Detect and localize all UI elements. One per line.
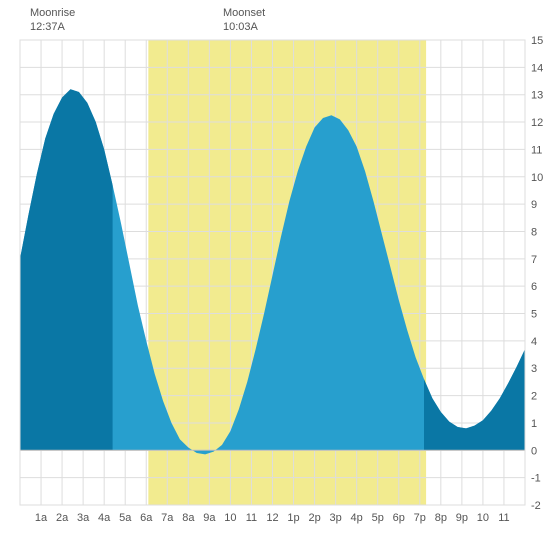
x-tick-label: 12	[266, 512, 278, 524]
moonrise-legend: Moonrise 12:37A	[30, 6, 75, 35]
x-tick-label: 9a	[203, 512, 216, 524]
y-tick-label: 12	[531, 117, 543, 129]
y-tick-label: 8	[531, 226, 537, 238]
y-tick-label: 13	[531, 90, 543, 102]
x-tick-label: 11	[246, 512, 257, 524]
x-tick-label: 1p	[287, 512, 299, 524]
x-tick-label: 2a	[56, 512, 69, 524]
y-tick-label: 3	[531, 363, 537, 375]
y-tick-label: 10	[531, 172, 543, 184]
x-tick-label: 11	[498, 512, 509, 524]
x-tick-label: 5p	[372, 512, 384, 524]
tide-chart: Moonrise 12:37A Moonset 10:03A -2-101234…	[0, 0, 550, 550]
y-tick-label: -2	[531, 500, 541, 512]
y-tick-label: 14	[531, 62, 543, 74]
y-tick-label: 1	[531, 418, 537, 430]
x-tick-label: 6p	[393, 512, 405, 524]
y-tick-label: 15	[531, 35, 543, 47]
x-tick-label: 2p	[308, 512, 320, 524]
chart-svg: -2-101234567891011121314151a2a3a4a5a6a7a…	[0, 0, 550, 550]
x-tick-label: 8p	[435, 512, 447, 524]
moonset-time: 10:03A	[223, 20, 265, 34]
x-tick-label: 6a	[140, 512, 153, 524]
moonrise-title: Moonrise	[30, 6, 75, 20]
y-tick-label: 6	[531, 281, 537, 293]
y-tick-label: 0	[531, 445, 537, 457]
x-tick-label: 10	[224, 512, 236, 524]
y-tick-label: 5	[531, 309, 537, 321]
x-tick-label: 1a	[35, 512, 48, 524]
x-tick-label: 7p	[414, 512, 426, 524]
x-tick-label: 10	[477, 512, 489, 524]
x-tick-label: 3a	[77, 512, 90, 524]
y-tick-label: 11	[531, 144, 542, 156]
x-tick-label: 3p	[330, 512, 342, 524]
y-tick-label: 4	[531, 336, 537, 348]
moonset-title: Moonset	[223, 6, 265, 20]
x-tick-label: 9p	[456, 512, 468, 524]
x-tick-label: 7a	[161, 512, 174, 524]
y-tick-label: 2	[531, 391, 537, 403]
x-tick-label: 5a	[119, 512, 132, 524]
moonset-legend: Moonset 10:03A	[223, 6, 265, 35]
x-tick-label: 4p	[351, 512, 363, 524]
moonrise-time: 12:37A	[30, 20, 75, 34]
y-tick-label: 9	[531, 199, 537, 211]
y-tick-label: -1	[531, 473, 541, 485]
y-tick-label: 7	[531, 254, 537, 266]
x-tick-label: 8a	[182, 512, 195, 524]
x-tick-label: 4a	[98, 512, 111, 524]
